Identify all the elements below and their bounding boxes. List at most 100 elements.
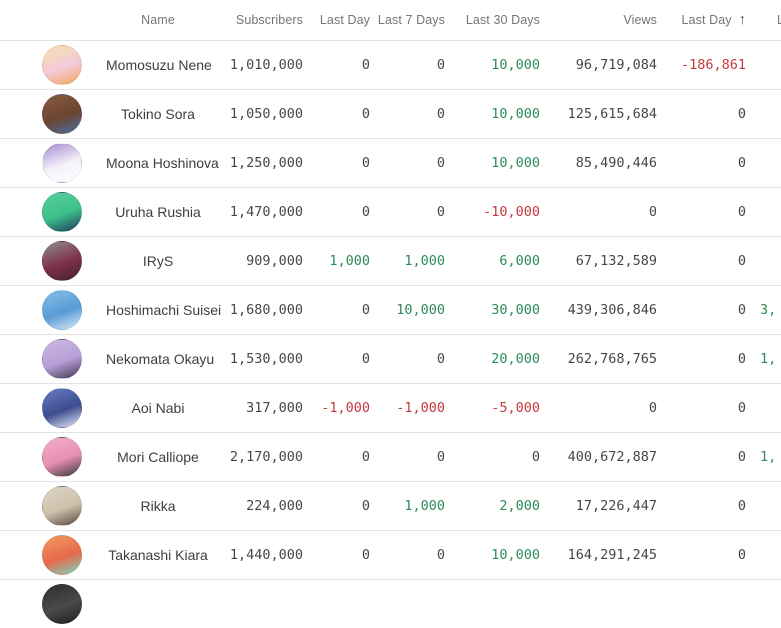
views-value: 125,615,684	[540, 106, 657, 122]
table-row[interactable]: Mori Calliope 2,170,000 0 0 0 400,672,88…	[0, 432, 781, 481]
column-header-last_7_days[interactable]: Last 7 Days	[370, 13, 445, 27]
column-header-views_last_day[interactable]: Last Day↑	[657, 13, 746, 28]
channel-avatar	[42, 143, 82, 183]
table-row[interactable]: Uruha Rushia 1,470,000 0 0 -10,000 0 0	[0, 187, 781, 236]
column-header-label: Name	[141, 13, 175, 27]
table-row[interactable]: Moona Hoshinova 1,250,000 0 0 10,000 85,…	[0, 138, 781, 187]
subscribers-value: 909,000	[210, 253, 303, 269]
subs-last-7-days-value: 0	[370, 155, 445, 171]
avatar-cell	[18, 335, 106, 383]
avatar-cell	[18, 384, 106, 432]
subs-last-7-days-value: 0	[370, 449, 445, 465]
column-header-views[interactable]: Views	[540, 13, 657, 27]
channel-avatar	[42, 339, 82, 379]
subscribers-value: 1,010,000	[210, 57, 303, 73]
subs-last-day-value: 0	[303, 57, 370, 73]
table-row[interactable]: Takanashi Kiara 1,440,000 0 0 10,000 164…	[0, 530, 781, 579]
column-header-last_30_days[interactable]: Last 30 Days	[445, 13, 540, 27]
subs-last-day-value: 0	[303, 302, 370, 318]
channel-name: Takanashi Kiara	[106, 547, 210, 563]
subscribers-value: 1,440,000	[210, 547, 303, 563]
subs-last-7-days-value: 10,000	[370, 302, 445, 318]
table-row[interactable]: Tokino Sora 1,050,000 0 0 10,000 125,615…	[0, 89, 781, 138]
subs-last-7-days-value: 0	[370, 547, 445, 563]
table-row[interactable]: Rikka 224,000 0 1,000 2,000 17,226,447 0	[0, 481, 781, 530]
views-value: 85,490,446	[540, 155, 657, 171]
column-header-label: Last 7 Days	[378, 13, 445, 27]
views-last-day-value: 0	[657, 253, 746, 269]
avatar-cell	[18, 41, 106, 89]
subs-last-day-value: 0	[303, 351, 370, 367]
subscribers-value: 1,680,000	[210, 302, 303, 318]
subscribers-value: 2,170,000	[210, 449, 303, 465]
channel-avatar	[42, 584, 82, 624]
avatar-cell	[18, 580, 106, 628]
subscribers-value: 317,000	[210, 400, 303, 416]
avatar-cell	[18, 188, 106, 236]
views-value: 0	[540, 400, 657, 416]
views-value: 0	[540, 204, 657, 220]
subs-last-day-value: 0	[303, 155, 370, 171]
subs-last-day-value: 0	[303, 498, 370, 514]
channel-name: Moona Hoshinova	[106, 155, 210, 171]
subs-last-day-value: 1,000	[303, 253, 370, 269]
channel-name: Hoshimachi Suisei	[106, 302, 210, 318]
subs-last-7-days-value: 1,000	[370, 498, 445, 514]
channel-name: Uruha Rushia	[106, 204, 210, 220]
channel-avatar	[42, 94, 82, 134]
channel-name: Tokino Sora	[106, 106, 210, 122]
avatar-cell	[18, 433, 106, 481]
table-row[interactable]: IRyS 909,000 1,000 1,000 6,000 67,132,58…	[0, 236, 781, 285]
channel-avatar	[42, 290, 82, 330]
channel-avatar	[42, 192, 82, 232]
views-last-day-value: 0	[657, 204, 746, 220]
subs-last-30-days-value: 30,000	[445, 302, 540, 318]
channel-name: Aoi Nabi	[106, 400, 210, 416]
views-last-day-value: 0	[657, 449, 746, 465]
table-row[interactable]: Momosuzu Nene 1,010,000 0 0 10,000 96,71…	[0, 40, 781, 89]
channel-name: IRyS	[106, 253, 210, 269]
column-header-label: Last 30 Days	[466, 13, 540, 27]
table-row[interactable]: Hoshimachi Suisei 1,680,000 0 10,000 30,…	[0, 285, 781, 334]
column-header-label: Last 7 Days	[777, 13, 781, 27]
views-value: 17,226,447	[540, 498, 657, 514]
subs-last-day-value: 0	[303, 449, 370, 465]
sort-ascending-icon: ↑	[739, 13, 746, 28]
subs-last-30-days-value: 10,000	[445, 57, 540, 73]
column-header-subscribers[interactable]: Subscribers	[210, 13, 303, 27]
subs-last-day-value: 0	[303, 204, 370, 220]
subs-last-30-days-value: 10,000	[445, 547, 540, 563]
subs-last-7-days-value: -1,000	[370, 400, 445, 416]
avatar-cell	[18, 139, 106, 187]
views-last-7-days-value: 1,	[746, 449, 781, 465]
subs-last-30-days-value: 20,000	[445, 351, 540, 367]
subscribers-value: 1,050,000	[210, 106, 303, 122]
table-row[interactable]	[0, 579, 781, 628]
channel-avatar	[42, 241, 82, 281]
subscribers-value: 1,250,000	[210, 155, 303, 171]
channel-avatar	[42, 437, 82, 477]
views-last-day-value: -186,861	[657, 57, 746, 73]
table-row[interactable]: Nekomata Okayu 1,530,000 0 0 20,000 262,…	[0, 334, 781, 383]
channel-name: Nekomata Okayu	[106, 351, 210, 367]
subs-last-7-days-value: 0	[370, 204, 445, 220]
table-row[interactable]: Aoi Nabi 317,000 -1,000 -1,000 -5,000 0 …	[0, 383, 781, 432]
views-last-day-value: 0	[657, 106, 746, 122]
subs-last-30-days-value: -5,000	[445, 400, 540, 416]
subscribers-value: 1,530,000	[210, 351, 303, 367]
channel-avatar	[42, 388, 82, 428]
subs-last-30-days-value: 6,000	[445, 253, 540, 269]
column-header-views_last_7_days[interactable]: Last 7 Days	[746, 13, 781, 27]
channel-name: Mori Calliope	[106, 449, 210, 465]
views-value: 96,719,084	[540, 57, 657, 73]
avatar-cell	[18, 286, 106, 334]
channel-avatar	[42, 535, 82, 575]
subs-last-day-value: 0	[303, 547, 370, 563]
views-value: 400,672,887	[540, 449, 657, 465]
column-header-last_day[interactable]: Last Day	[303, 13, 370, 27]
column-header-name[interactable]: Name	[106, 13, 210, 27]
views-value: 262,768,765	[540, 351, 657, 367]
channel-avatar	[42, 486, 82, 526]
subs-last-day-value: -1,000	[303, 400, 370, 416]
